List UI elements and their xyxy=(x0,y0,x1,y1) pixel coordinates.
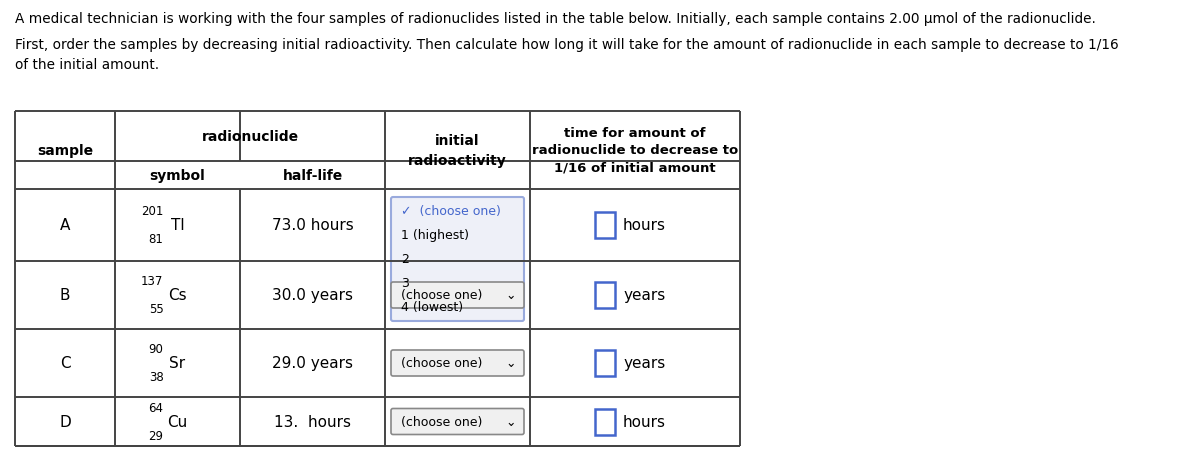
FancyBboxPatch shape xyxy=(391,409,524,434)
Text: Sr: Sr xyxy=(169,356,186,371)
Text: (choose one): (choose one) xyxy=(401,415,482,428)
Text: ⌄: ⌄ xyxy=(505,289,516,302)
FancyBboxPatch shape xyxy=(595,350,616,376)
Text: (choose one): (choose one) xyxy=(401,289,482,302)
FancyBboxPatch shape xyxy=(595,282,616,308)
Text: time for amount of
radionuclide to decrease to
1/16 of initial amount: time for amount of radionuclide to decre… xyxy=(532,127,738,175)
Text: 201: 201 xyxy=(142,205,163,218)
Text: D: D xyxy=(59,414,71,429)
Text: 64: 64 xyxy=(149,401,163,414)
Text: ⌄: ⌄ xyxy=(505,415,516,428)
Text: (choose one): (choose one) xyxy=(401,357,482,370)
Text: of the initial amount.: of the initial amount. xyxy=(14,58,160,72)
FancyBboxPatch shape xyxy=(391,350,524,376)
Text: Cu: Cu xyxy=(167,414,187,429)
FancyBboxPatch shape xyxy=(391,282,524,308)
Text: 55: 55 xyxy=(149,303,163,316)
Text: sample: sample xyxy=(37,144,94,158)
FancyBboxPatch shape xyxy=(595,212,616,239)
Text: years: years xyxy=(623,356,665,371)
Text: half-life: half-life xyxy=(282,169,343,183)
Text: 38: 38 xyxy=(149,371,163,384)
Text: 73.0 hours: 73.0 hours xyxy=(271,218,353,233)
Text: 13.  hours: 13. hours xyxy=(274,414,352,429)
Text: ⌄: ⌄ xyxy=(505,357,516,370)
FancyBboxPatch shape xyxy=(595,409,616,434)
Text: C: C xyxy=(60,356,71,371)
Text: 81: 81 xyxy=(149,233,163,246)
Text: initial
radioactivity: initial radioactivity xyxy=(408,134,506,167)
Text: Cs: Cs xyxy=(168,288,187,303)
Text: 30.0 years: 30.0 years xyxy=(272,288,353,303)
Text: Tl: Tl xyxy=(170,218,185,233)
Text: 137: 137 xyxy=(142,275,163,288)
Text: A medical technician is working with the four samples of radionuclides listed in: A medical technician is working with the… xyxy=(14,12,1096,26)
Text: years: years xyxy=(623,288,665,303)
Text: First, order the samples by decreasing initial radioactivity. Then calculate how: First, order the samples by decreasing i… xyxy=(14,38,1118,52)
Text: 2: 2 xyxy=(401,253,409,266)
Text: 29.0 years: 29.0 years xyxy=(272,356,353,371)
Text: 1 (highest): 1 (highest) xyxy=(401,229,469,242)
Text: hours: hours xyxy=(623,218,666,233)
Text: 3: 3 xyxy=(401,277,409,290)
Text: 29: 29 xyxy=(149,429,163,442)
Text: radionuclide: radionuclide xyxy=(202,130,299,144)
Text: B: B xyxy=(60,288,71,303)
FancyBboxPatch shape xyxy=(391,198,524,321)
Text: 90: 90 xyxy=(149,343,163,356)
Text: A: A xyxy=(60,218,70,233)
Text: symbol: symbol xyxy=(150,169,205,183)
Text: hours: hours xyxy=(623,414,666,429)
Text: 4 (lowest): 4 (lowest) xyxy=(401,301,463,314)
Text: ✓  (choose one): ✓ (choose one) xyxy=(401,205,500,218)
